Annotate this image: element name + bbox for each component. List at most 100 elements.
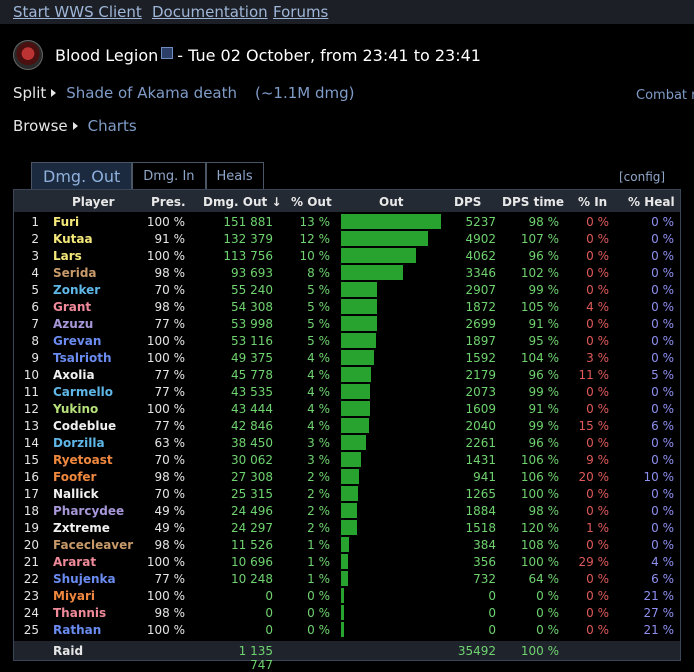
percent-out-value: 8 % — [307, 266, 330, 280]
percent-heal-value: 0 % — [651, 436, 674, 450]
dps-time-value: 102 % — [520, 266, 559, 280]
dps-time-value: 0 % — [536, 606, 559, 620]
rank-number: 5 — [31, 283, 39, 297]
percent-out-value: 5 % — [307, 300, 330, 314]
player-name[interactable]: Grevan — [53, 334, 102, 348]
percent-heal-value: 0 % — [651, 232, 674, 246]
player-name[interactable]: Grant — [53, 300, 92, 314]
rank-number: 2 — [31, 232, 39, 246]
external-link-icon[interactable] — [161, 47, 174, 59]
forums-link[interactable]: Forums — [273, 3, 329, 21]
percent-out-value: 0 % — [307, 623, 330, 637]
rank-number: 17 — [23, 487, 39, 501]
player-name[interactable]: Azuzu — [53, 317, 94, 331]
percent-out-value: 10 % — [299, 249, 331, 263]
raid-dmg: 1 135 747 — [238, 644, 273, 672]
col-pct-heal[interactable]: % Heal — [628, 195, 675, 209]
rank-number: 13 — [23, 419, 39, 433]
table-row: 19 Zxtreme 49 % 24 297 2 % 1518 120 % 1 % 0 % — [14, 520, 680, 537]
config-link[interactable]: [config] — [619, 170, 666, 184]
rank-number: 3 — [31, 249, 39, 263]
col-dps-time[interactable]: DPS time — [502, 195, 565, 209]
percent-in-value: 0 % — [586, 215, 609, 229]
percent-heal-value: 0 % — [651, 453, 674, 467]
tab-dmg-in[interactable]: Dmg. In — [132, 162, 206, 189]
player-name[interactable]: Dorzilla — [53, 436, 105, 450]
damage-value: 93 693 — [231, 266, 273, 280]
dps-time-value: 96 % — [528, 368, 560, 382]
percent-out-value: 2 % — [307, 487, 330, 501]
damage-bar — [341, 418, 369, 433]
player-name[interactable]: Pharcydee — [53, 504, 125, 518]
rank-number: 14 — [23, 436, 39, 450]
percent-heal-value: 0 % — [651, 521, 674, 535]
damage-value: 0 — [265, 606, 273, 620]
tab-dmg-out[interactable]: Dmg. Out — [31, 162, 133, 189]
player-name[interactable]: Ararat — [53, 555, 97, 569]
start-wws-client-link[interactable]: Start WWS Client — [13, 3, 142, 21]
player-name[interactable]: Rathan — [53, 623, 102, 637]
dps-value: 1265 — [465, 487, 496, 501]
raid-dps: 35492 — [457, 644, 496, 658]
rank-number: 9 — [31, 351, 39, 365]
col-dmg-out[interactable]: Dmg. Out ↓ — [203, 195, 282, 209]
table-row: 23 Miyari 100 % 0 0 % 0 0 % 0 % 21 % — [14, 588, 680, 605]
encounter-link[interactable]: Shade of Akama death — [66, 84, 238, 102]
player-name[interactable]: Foofer — [53, 470, 97, 484]
damage-value: 49 375 — [231, 351, 273, 365]
browse-label[interactable]: Browse — [13, 117, 68, 135]
player-name[interactable]: Tsalrioth — [53, 351, 112, 365]
dps-time-value: 105 % — [520, 300, 559, 314]
col-player[interactable]: Player — [72, 195, 115, 209]
col-dps[interactable]: DPS — [454, 195, 482, 209]
damage-value: 0 — [265, 589, 273, 603]
combat-link[interactable]: Combat r — [636, 88, 694, 103]
player-name[interactable]: Nallick — [53, 487, 99, 501]
damage-bar — [341, 554, 348, 569]
player-name[interactable]: Lars — [53, 249, 82, 263]
player-name[interactable]: Ryetoast — [53, 453, 113, 467]
damage-value: 11 526 — [231, 538, 273, 552]
damage-value: 53 116 — [231, 334, 273, 348]
percent-out-value: 2 % — [307, 504, 330, 518]
player-name[interactable]: Axolia — [53, 368, 95, 382]
table-row: 6 Grant 98 % 54 308 5 % 1872 105 % 4 % 0 % — [14, 299, 680, 316]
damage-bar — [341, 622, 344, 637]
charts-link[interactable]: Charts — [87, 117, 137, 135]
player-name[interactable]: Carmello — [53, 385, 113, 399]
dps-value: 0 — [488, 606, 496, 620]
player-name[interactable]: Miyari — [53, 589, 96, 603]
damage-bar — [341, 503, 357, 518]
col-pct-in[interactable]: % In — [578, 195, 608, 209]
player-name[interactable]: Zonker — [53, 283, 101, 297]
rank-number: 6 — [31, 300, 39, 314]
dps-value: 0 — [488, 589, 496, 603]
dps-time-value: 106 % — [520, 470, 559, 484]
dps-time-value: 95 % — [528, 334, 560, 348]
player-name[interactable]: Zxtreme — [53, 521, 110, 535]
col-out[interactable]: Out — [379, 195, 404, 209]
dps-time-value: 91 % — [528, 402, 560, 416]
player-name[interactable]: Codeblue — [53, 419, 117, 433]
col-pres[interactable]: Pres. — [151, 195, 186, 209]
damage-bar — [341, 588, 344, 603]
documentation-link[interactable]: Documentation — [152, 3, 268, 21]
player-name[interactable]: Yukino — [53, 402, 99, 416]
player-name[interactable]: Furi — [53, 215, 80, 229]
damage-value: 38 450 — [231, 436, 273, 450]
player-name[interactable]: Facecleaver — [53, 538, 134, 552]
player-name[interactable]: Kutaa — [53, 232, 93, 246]
dps-value: 4902 — [465, 232, 496, 246]
split-label[interactable]: Split — [13, 84, 47, 102]
col-pct-out[interactable]: % Out — [291, 195, 332, 209]
table-row: 17 Nallick 70 % 25 315 2 % 1265 100 % 0 % 0 % — [14, 486, 680, 503]
player-name[interactable]: Serida — [53, 266, 97, 280]
damage-bar — [341, 316, 377, 331]
damage-value: 10 696 — [231, 555, 273, 569]
damage-bar — [341, 486, 358, 501]
percent-heal-value: 10 % — [643, 470, 675, 484]
player-name[interactable]: Shujenka — [53, 572, 116, 586]
percent-in-value: 0 % — [586, 623, 609, 637]
player-name[interactable]: Thannis — [53, 606, 107, 620]
tab-heals[interactable]: Heals — [205, 162, 264, 189]
